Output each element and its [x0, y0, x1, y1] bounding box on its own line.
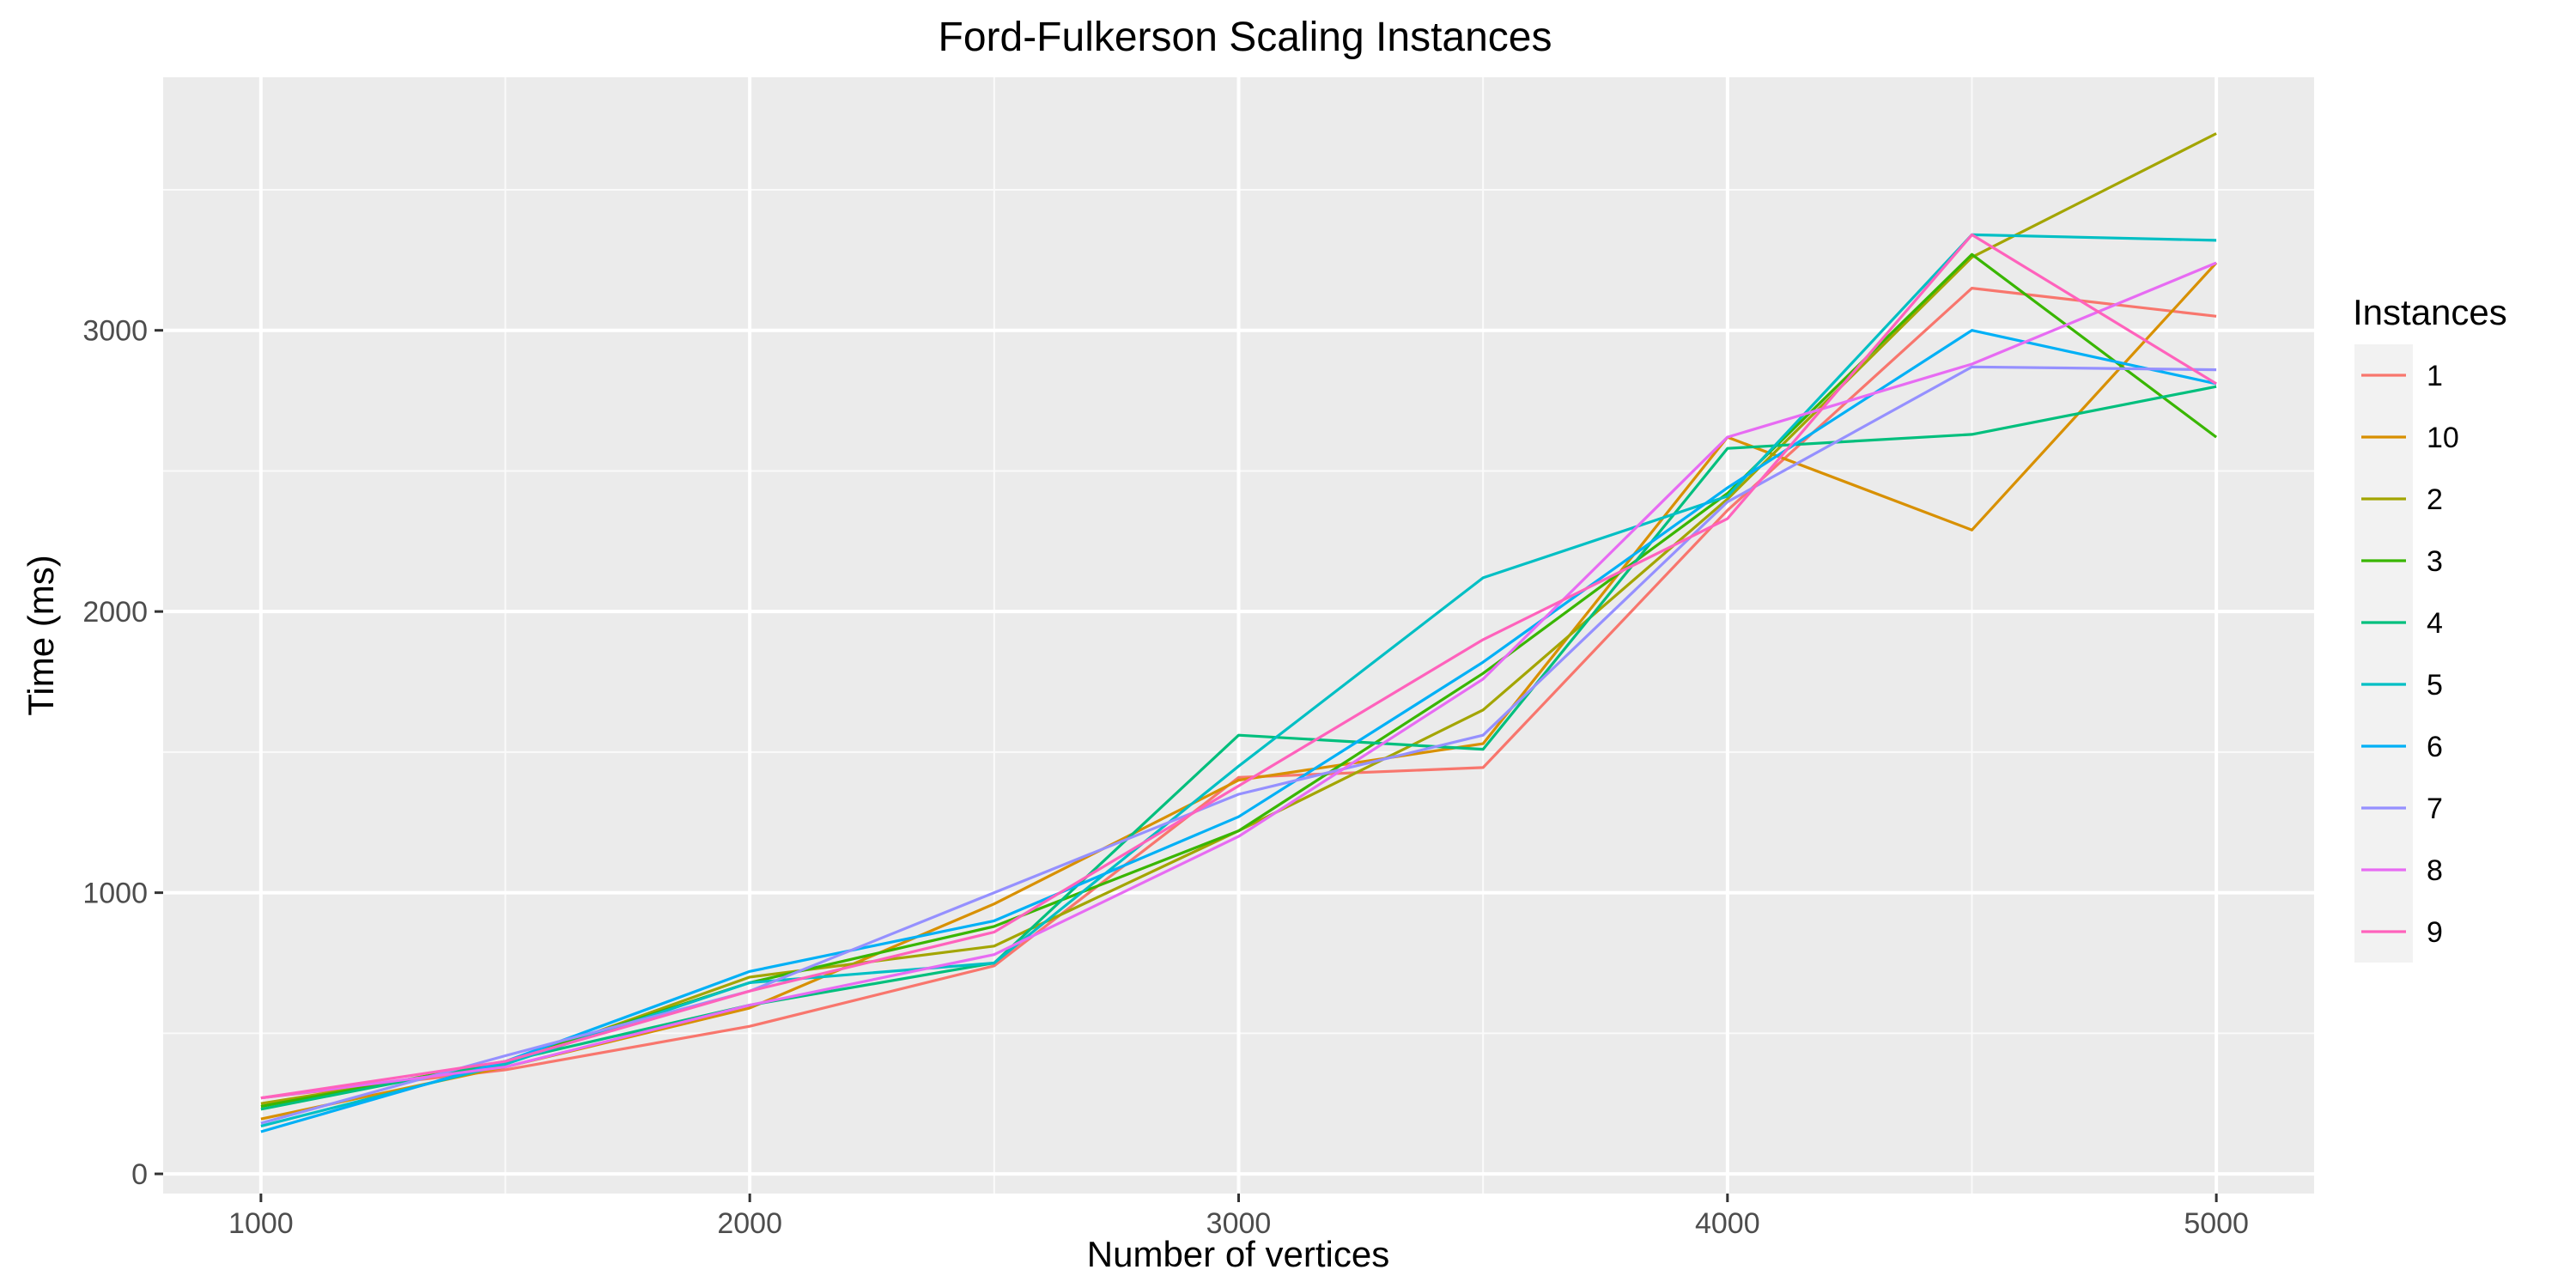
x-tick-label: 2000 [717, 1207, 782, 1240]
x-tick-label: 1000 [228, 1207, 294, 1240]
legend-label-3: 3 [2427, 545, 2443, 578]
legend: Instances 1 10 2 3 4 5 6 7 8 9 [2353, 292, 2507, 963]
y-tick-label: 0 [131, 1158, 148, 1191]
chart-title: Ford-Fulkerson Scaling Instances [939, 15, 1552, 60]
x-axis-title: Number of vertices [1087, 1234, 1389, 1274]
legend-label-9: 9 [2427, 916, 2443, 949]
legend-label-10: 10 [2427, 422, 2459, 454]
y-axis-title: Time (ms) [21, 555, 61, 715]
y-axis: 0 1000 2000 3000 [82, 315, 163, 1191]
legend-label-7: 7 [2427, 793, 2443, 825]
legend-label-1: 1 [2427, 360, 2443, 392]
y-tick-label: 3000 [82, 315, 148, 348]
legend-title: Instances [2353, 292, 2507, 332]
legend-label-5: 5 [2427, 669, 2443, 702]
x-tick-label: 4000 [1695, 1207, 1760, 1240]
legend-label-2: 2 [2427, 483, 2443, 516]
legend-label-8: 8 [2427, 854, 2443, 887]
y-tick-label: 2000 [82, 596, 148, 629]
x-axis: 1000 2000 3000 4000 5000 [228, 1194, 2249, 1240]
y-tick-label: 1000 [82, 878, 148, 910]
legend-label-6: 6 [2427, 731, 2443, 763]
x-tick-label: 5000 [2184, 1207, 2249, 1240]
legend-label-4: 4 [2427, 607, 2443, 640]
